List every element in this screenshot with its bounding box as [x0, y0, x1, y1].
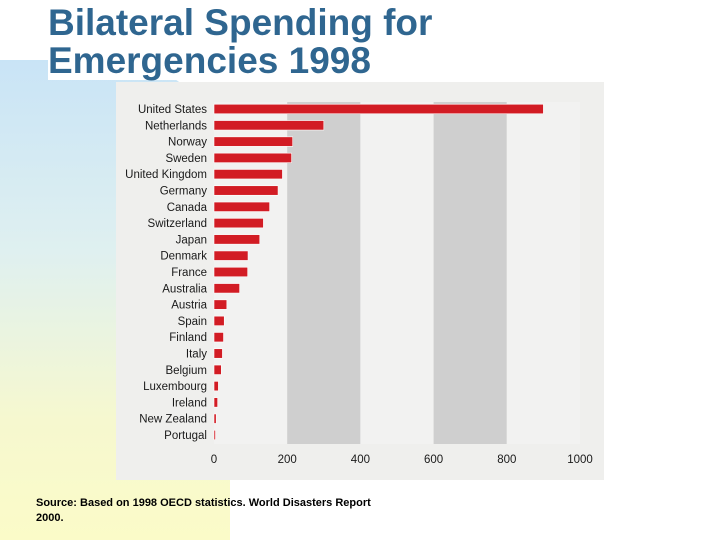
category-label: Japan [176, 234, 207, 246]
category-label: Austria [171, 300, 207, 312]
bar-switzerland [213, 218, 264, 229]
bar-united-states [213, 103, 544, 115]
category-label: Ireland [172, 397, 207, 409]
category-label: Finland [169, 332, 207, 344]
plot-band [506, 102, 580, 444]
x-tick-label: 200 [278, 454, 297, 466]
category-label: France [171, 267, 207, 279]
bar-germany [213, 185, 279, 196]
bar-luxembourg [213, 381, 219, 392]
bar-denmark [213, 250, 249, 261]
category-label: Sweden [165, 153, 207, 165]
bar-new-zealand [213, 413, 217, 424]
bar-sweden [213, 152, 292, 163]
category-label: Belgium [165, 365, 207, 377]
bar-netherlands [213, 120, 325, 131]
bar-canada [213, 201, 270, 212]
bar-belgium [213, 364, 222, 375]
x-tick-label: 0 [211, 454, 217, 466]
category-label: Australia [162, 283, 207, 295]
category-label: Denmark [160, 251, 207, 263]
category-label: Italy [186, 349, 207, 361]
bar-chart: United States Netherlands Norway Sweden Unit… [125, 102, 593, 466]
x-tick-label: 600 [424, 454, 443, 466]
x-tick-label: 800 [497, 454, 516, 466]
bar-italy [213, 348, 223, 359]
chart-figure: United States Netherlands Norway Sweden Unit… [116, 82, 604, 480]
plot-band [287, 102, 361, 444]
category-label: Norway [168, 137, 207, 149]
bar-finland [213, 332, 224, 343]
bar-spain [213, 315, 225, 326]
bar-portugal [213, 429, 216, 441]
category-label: Canada [167, 202, 208, 214]
x-tick-label: 1000 [567, 454, 593, 466]
bar-norway [213, 136, 293, 147]
category-label: Netherlands [145, 120, 207, 132]
plot-band [433, 102, 507, 444]
source-note: Source: Based on 1998 OECD statistics. W… [36, 497, 371, 524]
category-label: New Zealand [139, 414, 207, 426]
category-label: Spain [178, 316, 207, 328]
category-label: Luxembourg [143, 381, 207, 393]
category-label: Germany [160, 186, 208, 198]
category-label: United Kingdom [125, 169, 207, 181]
bar-australia [213, 283, 240, 294]
bar-japan [213, 234, 261, 245]
category-label: United States [138, 104, 207, 116]
bar-france [213, 266, 248, 278]
x-tick-label: 400 [351, 454, 370, 466]
category-label: Switzerland [148, 218, 207, 230]
slide-title: Bilateral Spending for Emergencies 1998 [48, 4, 628, 80]
category-label: Portugal [164, 430, 207, 442]
plot-band [360, 102, 434, 444]
bar-united-kingdom [213, 169, 283, 180]
bar-ireland [213, 397, 218, 408]
bar-austria [213, 299, 228, 310]
